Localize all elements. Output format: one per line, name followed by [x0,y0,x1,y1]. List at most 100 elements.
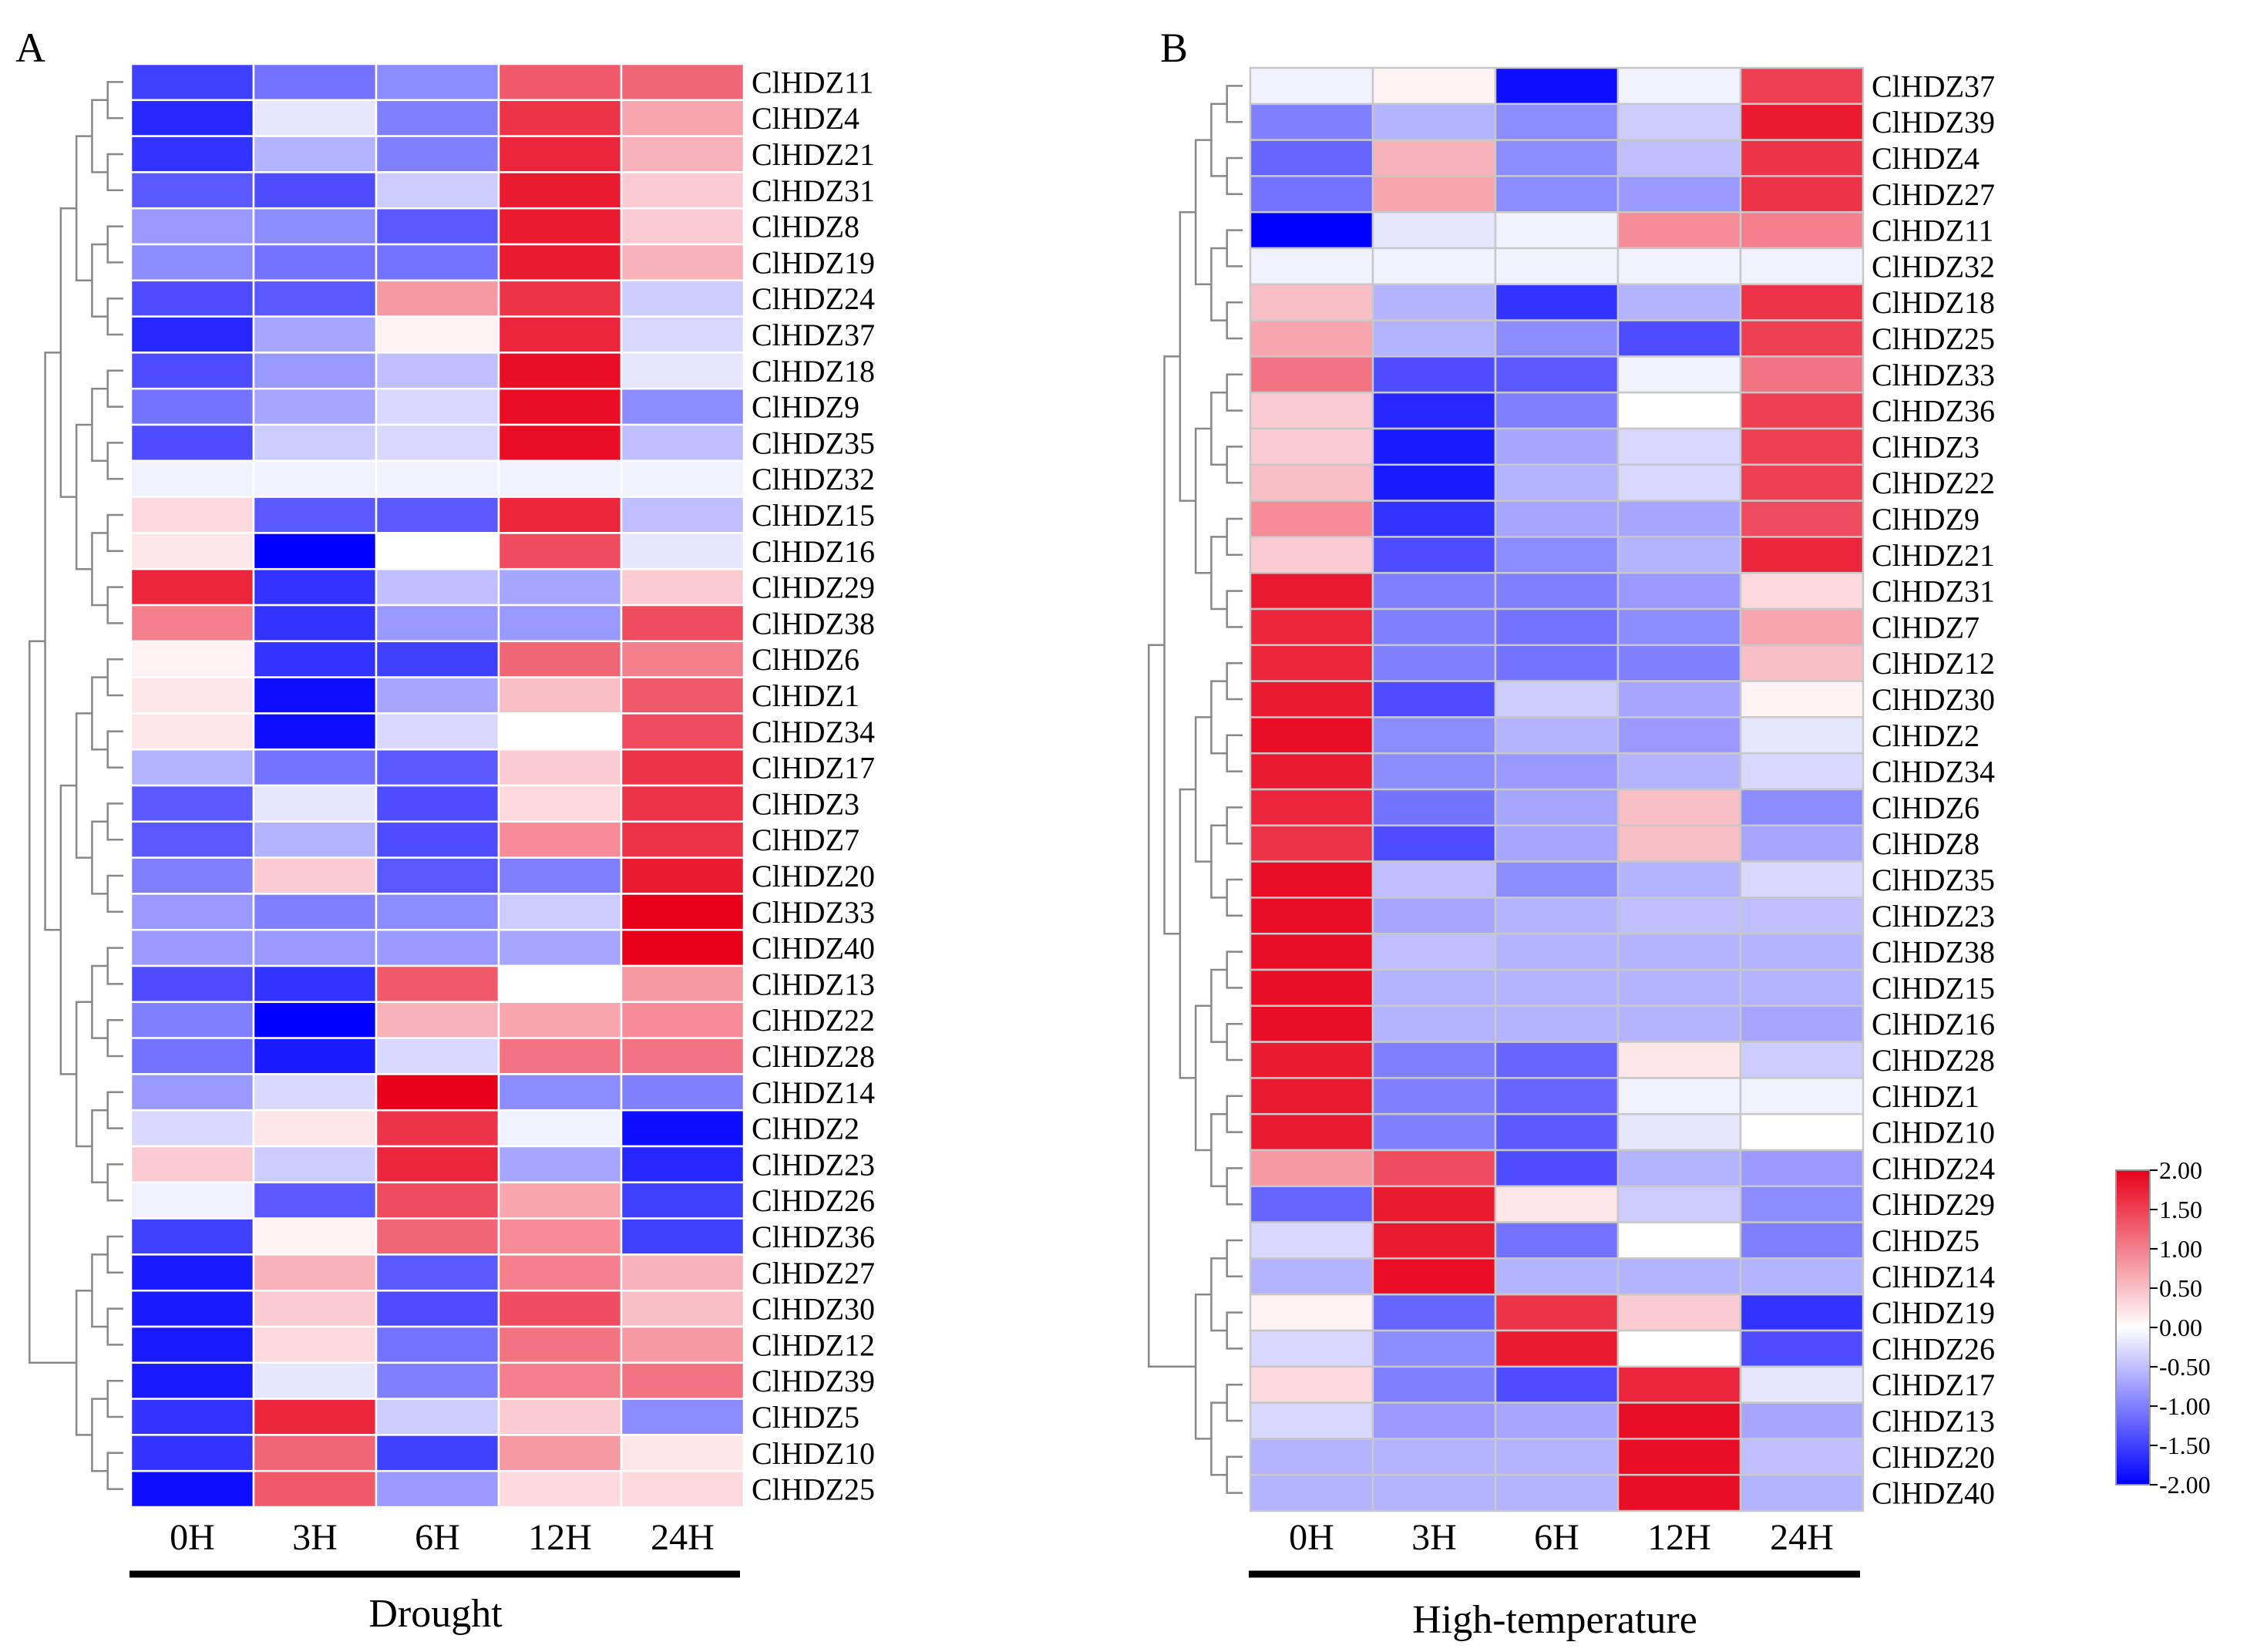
heatmap-cell [497,640,623,678]
heatmap-cell [1616,1041,1742,1079]
heatmap-cell [1249,463,1374,502]
heatmap-cell [375,99,500,137]
heatmap-cell [620,1398,745,1436]
heatmap-cell [1371,103,1497,141]
heatmap-cell [1739,644,1865,682]
heatmap-cell [375,712,500,751]
heatmap-cell [375,856,500,895]
heatmap-cell [130,567,255,607]
heatmap-cell [130,315,255,354]
row-label: ClHDZ6 [1872,790,1980,825]
heatmap-cell [620,1145,745,1184]
heatmap-cell [375,243,500,282]
row-label: ClHDZ26 [752,1183,875,1218]
heatmap-cell [1494,897,1620,935]
heatmap-cell [1739,860,1865,899]
heatmap-cell [375,893,500,931]
heatmap-cell [1739,752,1865,791]
heatmap-cell [1616,607,1742,647]
heatmap-cell [620,315,745,354]
dendrogram-branch [75,135,93,282]
heatmap-cell [130,532,255,570]
dendrogram-branch [1226,1455,1243,1494]
dendrogram-branch [106,730,123,769]
row-label: ClHDZ33 [752,895,875,930]
heatmap-cell [1371,644,1497,682]
heatmap-cell [1371,536,1497,574]
row-label: ClHDZ2 [1872,718,1980,753]
column-label: 12H [528,1517,592,1558]
heatmap-cell [1249,355,1374,394]
heatmap-cell [1249,1041,1374,1079]
heatmap-cell [497,567,623,607]
heatmap-cell [375,1289,500,1328]
heatmap-cell [1371,1004,1497,1043]
heatmap-cell [497,279,623,318]
row-label: ClHDZ34 [752,715,875,749]
dendrogram-branch [1210,536,1227,611]
heatmap-cell [620,352,745,390]
heatmap-cell [1739,427,1865,466]
heatmap-cell [1249,1257,1374,1296]
dendrogram-branch [1226,806,1243,845]
dendrogram-branch [1210,968,1227,1043]
heatmap-cell [497,1217,623,1256]
row-label: ClHDZ8 [752,210,859,244]
row-label: ClHDZ40 [752,931,875,966]
dendrogram-branch [91,1398,108,1472]
heatmap-cell [1371,680,1497,718]
heatmap-cell [1249,644,1374,682]
panel-label-a: A [15,25,45,71]
heatmap-cell [130,352,255,390]
heatmap-cell [375,784,500,823]
row-label: ClHDZ21 [1872,538,1995,573]
heatmap-cell [1616,283,1742,321]
column-label: 6H [415,1517,460,1558]
heatmap-cell [620,604,745,643]
dendrogram-branch [91,532,108,607]
heatmap-cell [252,640,378,678]
heatmap-cell [375,640,500,678]
row-label: ClHDZ31 [752,173,875,208]
column-label: 0H [1289,1517,1334,1558]
heatmap-cell [1616,1221,1742,1260]
heatmap-cell [130,1289,255,1328]
heatmap-cell [1371,1149,1497,1188]
dendrogram-branch [1226,734,1243,772]
row-label: ClHDZ38 [752,606,875,641]
heatmap-cell [1616,1004,1742,1043]
heatmap-cell [130,1073,255,1112]
heatmap-cell [1494,355,1620,394]
heatmap-cell [1371,860,1497,899]
heatmap-cell [375,62,500,102]
heatmap-cell [1494,788,1620,827]
heatmap-cell [1249,788,1374,827]
dendrogram-branch [1194,1293,1212,1440]
dendrogram-branch [106,81,123,119]
row-label: ClHDZ9 [1872,502,1980,537]
row-label: ClHDZ21 [752,137,875,172]
heatmap-cell [1616,1112,1742,1152]
dendrogram-branch [1210,824,1227,899]
heatmap-cell [1371,897,1497,935]
heatmap-cell [252,1181,378,1220]
heatmap-cell [1494,824,1620,863]
heatmap-cell [1249,1293,1374,1332]
heatmap-cell [1739,1077,1865,1115]
heatmap-cell [252,243,378,282]
dendrogram-branch [106,369,123,408]
heatmap-cell [620,784,745,823]
heatmap-cell [1249,1221,1374,1260]
heatmap-cell [1494,1257,1620,1296]
heatmap-cell [1249,175,1374,214]
heatmap-cell [497,820,623,859]
heatmap-cell [1371,968,1497,1008]
heatmap-cell [130,1253,255,1292]
panel-b: B ClHDZ37ClHDZ39ClHDZ4ClHDZ27ClHDZ11ClHD… [1148,25,1995,1642]
heatmap-cell [1739,283,1865,321]
heatmap-cell [620,1073,745,1112]
heatmap-cell [375,567,500,607]
row-label: ClHDZ12 [1872,646,1995,681]
heatmap-cell [130,135,255,173]
